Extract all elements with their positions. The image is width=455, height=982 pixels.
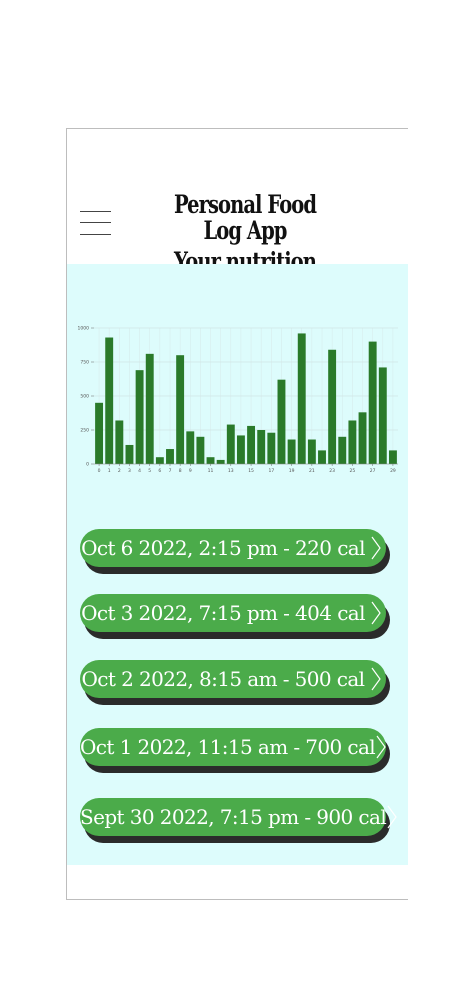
chart-bar bbox=[145, 353, 154, 464]
x-tick-label: 11 bbox=[208, 468, 214, 474]
y-tick-label: 750 bbox=[80, 360, 89, 366]
chevron-right-icon bbox=[375, 728, 387, 766]
entry-label: Oct 2 2022, 8:15 am - 500 cal bbox=[81, 667, 366, 691]
x-tick-label: 29 bbox=[390, 468, 396, 474]
chart-bar bbox=[125, 444, 134, 464]
chart-bar bbox=[155, 457, 164, 464]
y-tick-label: 1000 bbox=[78, 326, 90, 332]
chart-bar bbox=[348, 420, 357, 464]
chart-bar bbox=[226, 424, 235, 464]
chevron-right-icon bbox=[386, 798, 398, 836]
chart-bar bbox=[196, 436, 205, 464]
chart-bar bbox=[216, 459, 225, 464]
entry-label: Oct 1 2022, 11:15 am - 700 cal bbox=[80, 735, 376, 759]
x-tick-label: 17 bbox=[268, 468, 274, 474]
food-log-entry[interactable]: Oct 2 2022, 8:15 am - 500 cal bbox=[80, 660, 386, 698]
chevron-right-icon bbox=[366, 529, 386, 567]
x-tick-label: 3 bbox=[128, 468, 131, 474]
x-tick-label: 9 bbox=[189, 468, 192, 474]
chart-bar bbox=[105, 337, 114, 464]
food-log-entry[interactable]: Oct 3 2022, 7:15 pm - 404 cal bbox=[80, 594, 386, 632]
chart-bar bbox=[318, 450, 326, 464]
chart-bar bbox=[115, 420, 124, 464]
food-log-entry[interactable]: Sept 30 2022, 7:15 pm - 900 cal bbox=[80, 798, 397, 836]
chart-bar bbox=[378, 367, 387, 464]
x-tick-label: 27 bbox=[370, 468, 376, 474]
chart-bar bbox=[257, 430, 266, 464]
entry-label: Oct 3 2022, 7:15 pm - 404 cal bbox=[81, 601, 365, 625]
x-tick-label: 4 bbox=[138, 468, 141, 474]
app-title: Personal Food Log App bbox=[173, 190, 317, 246]
x-tick-label: 13 bbox=[228, 468, 234, 474]
hamburger-menu-icon[interactable] bbox=[80, 210, 112, 236]
x-tick-label: 8 bbox=[179, 468, 182, 474]
y-tick-label: 250 bbox=[80, 428, 89, 434]
chart-bar bbox=[176, 355, 185, 464]
x-tick-label: 0 bbox=[98, 468, 101, 474]
menu-line bbox=[80, 211, 111, 212]
x-tick-label: 25 bbox=[350, 468, 356, 474]
chart-bar bbox=[236, 435, 245, 464]
chart-bar bbox=[277, 379, 286, 464]
food-log-entry[interactable]: Oct 1 2022, 11:15 am - 700 cal bbox=[80, 728, 386, 766]
chart-bar bbox=[287, 439, 296, 464]
chart-bar bbox=[206, 457, 215, 464]
x-tick-label: 19 bbox=[289, 468, 295, 474]
x-tick-label: 21 bbox=[309, 468, 315, 474]
y-tick-label: 500 bbox=[80, 394, 89, 400]
chart-bar bbox=[388, 450, 397, 464]
y-tick-label: 0 bbox=[86, 462, 89, 468]
x-tick-label: 6 bbox=[158, 468, 161, 474]
chart-bar bbox=[328, 349, 337, 464]
chart-bar bbox=[267, 432, 276, 464]
x-tick-label: 5 bbox=[148, 468, 151, 474]
chart-bar bbox=[368, 341, 377, 464]
menu-line bbox=[80, 234, 111, 235]
chart-bar bbox=[186, 431, 195, 464]
chart-bar bbox=[135, 370, 144, 464]
x-tick-label: 2 bbox=[118, 468, 121, 474]
chart-bar bbox=[307, 439, 316, 464]
x-tick-label: 7 bbox=[169, 468, 172, 474]
entry-label: Oct 6 2022, 2:15 pm - 220 cal bbox=[81, 536, 365, 560]
chevron-right-icon bbox=[366, 660, 386, 698]
x-tick-label: 23 bbox=[329, 468, 335, 474]
chart-bar bbox=[297, 333, 306, 464]
food-log-entry[interactable]: Oct 6 2022, 2:15 pm - 220 cal bbox=[80, 529, 386, 567]
chart-bar bbox=[95, 402, 104, 464]
x-tick-label: 15 bbox=[248, 468, 254, 474]
chart-bar bbox=[338, 436, 347, 464]
chart-bar bbox=[247, 425, 256, 464]
chart-bar bbox=[166, 449, 174, 464]
menu-line bbox=[80, 222, 111, 223]
entry-label: Sept 30 2022, 7:15 pm - 900 cal bbox=[80, 805, 387, 829]
x-tick-label: 1 bbox=[108, 468, 111, 474]
chevron-right-icon bbox=[366, 594, 386, 632]
chart-bar bbox=[358, 412, 367, 464]
